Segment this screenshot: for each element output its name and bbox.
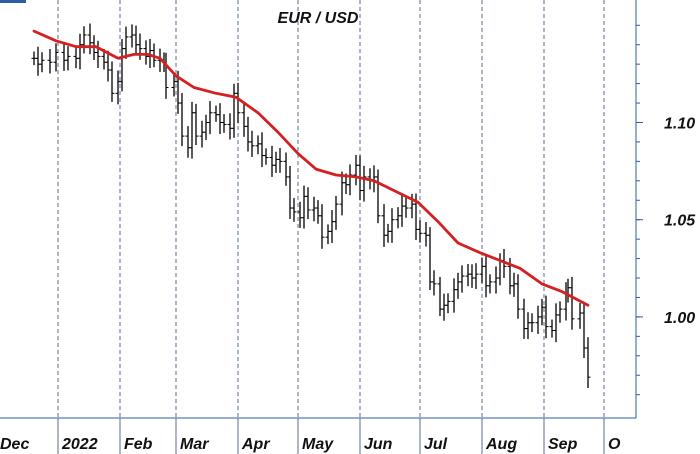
- corner-marker: [0, 0, 26, 3]
- moving-average-line: [32, 29, 590, 307]
- x-tick-labels: Dec 2022 Feb Mar Apr May Jun Jul Aug Sep O: [0, 418, 621, 454]
- y-tick-label: 1.00: [664, 310, 695, 327]
- x-tick-label: Mar: [180, 436, 209, 453]
- x-tick-label: Sep: [548, 436, 578, 453]
- x-tick-label: Apr: [241, 436, 270, 453]
- x-tick-label: Jun: [364, 436, 393, 453]
- chart-title: EUR / USD: [278, 10, 359, 27]
- y-tick-label: 1.05: [664, 213, 696, 230]
- x-tick-label: May: [302, 436, 334, 453]
- x-tick-label: Jul: [424, 436, 448, 453]
- y-tick-labels: 1.00 1.05 1.10: [636, 24, 696, 396]
- x-tick-label: 2022: [61, 436, 98, 453]
- x-tick-label: Feb: [124, 436, 153, 453]
- x-tick-label: Aug: [485, 436, 517, 453]
- moving-average-series: [32, 29, 590, 307]
- x-tick-label: Dec: [0, 436, 29, 453]
- axes: [0, 0, 637, 419]
- x-tick-label: O: [608, 436, 621, 453]
- y-tick-label: 1.10: [664, 115, 695, 132]
